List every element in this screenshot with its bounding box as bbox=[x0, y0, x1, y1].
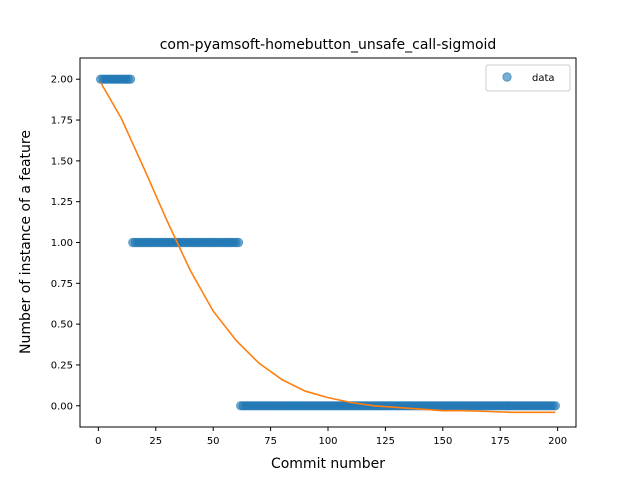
x-tick-label: 125 bbox=[376, 436, 395, 447]
y-tick-label: 0.25 bbox=[51, 360, 73, 371]
legend-label-data: data bbox=[532, 73, 555, 84]
y-axis: 0.00 0.25 0.50 0.75 1.00 1.25 1.50 1.75 2.00 bbox=[51, 75, 80, 412]
y-tick-label: 1.00 bbox=[51, 238, 73, 249]
x-tick-label: 75 bbox=[264, 436, 277, 447]
y-tick-label: 2.00 bbox=[51, 75, 73, 86]
y-tick-label: 1.25 bbox=[51, 197, 73, 208]
fit-curve bbox=[99, 82, 556, 414]
legend-box bbox=[485, 64, 571, 92]
chart-title: com-pyamsoft-homebutton_unsafe_call-sigm… bbox=[160, 37, 497, 53]
y-tick-label: 1.50 bbox=[51, 156, 73, 167]
x-tick-label: 150 bbox=[433, 436, 452, 447]
x-tick-label: 50 bbox=[207, 436, 220, 447]
x-tick-label: 175 bbox=[491, 436, 510, 447]
data-point bbox=[233, 237, 244, 248]
x-axis: 0 25 50 75 100 125 150 175 200 bbox=[95, 427, 567, 447]
y-axis-label: Number of instance of a feature bbox=[18, 130, 34, 354]
legend: data bbox=[485, 64, 571, 92]
legend-marker-data bbox=[502, 72, 512, 82]
data-point bbox=[125, 74, 136, 84]
x-tick-label: 0 bbox=[95, 436, 101, 447]
data-point bbox=[550, 401, 561, 411]
x-axis-label: Commit number bbox=[271, 456, 385, 472]
plot-area bbox=[95, 74, 561, 414]
x-tick-label: 200 bbox=[548, 436, 567, 447]
y-tick-label: 0.00 bbox=[51, 401, 73, 412]
y-tick-label: 0.50 bbox=[51, 320, 73, 331]
x-tick-label: 100 bbox=[318, 436, 337, 447]
x-tick-label: 25 bbox=[149, 436, 162, 447]
y-tick-label: 1.75 bbox=[51, 116, 73, 127]
y-tick-label: 0.75 bbox=[51, 279, 73, 290]
